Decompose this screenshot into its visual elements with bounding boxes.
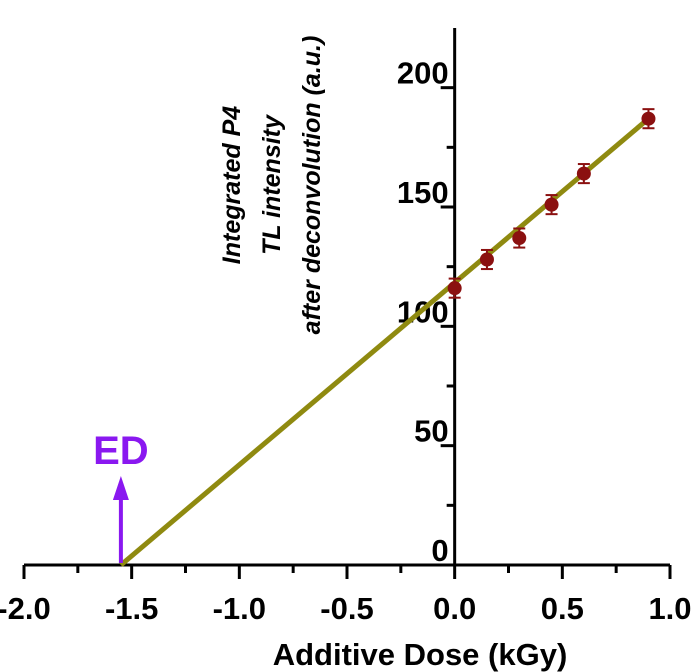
data-points: [447, 108, 656, 299]
data-marker: [447, 281, 462, 296]
ed-label: ED: [93, 429, 149, 473]
data-point: [641, 108, 656, 130]
data-point: [512, 227, 527, 249]
y-tick-label: 150: [397, 175, 449, 210]
x-tick-label: 1.0: [648, 591, 691, 626]
fit-line-group: [119, 116, 651, 567]
ed-annotation: ED: [93, 429, 149, 563]
data-point: [576, 163, 591, 185]
x-tick-label: -1.0: [213, 591, 266, 626]
y-tick-label: 50: [414, 414, 448, 449]
y-axis-label: Integrated P4 TL intensity after deconvo…: [218, 36, 326, 335]
x-tick-label: 0.5: [541, 591, 584, 626]
y-axis-label-line-2: TL intensity: [258, 114, 286, 255]
axis-labels: Additive Dose (kGy) Integrated P4 TL int…: [218, 36, 567, 672]
x-tick-label: -0.5: [320, 591, 373, 626]
data-marker: [641, 111, 656, 126]
x-axis-label: Additive Dose (kGy): [273, 637, 568, 672]
data-marker: [479, 252, 494, 267]
fit-line: [119, 116, 651, 567]
y-tick-label: 200: [397, 56, 449, 91]
data-marker: [544, 197, 559, 212]
x-tick-label: 0.0: [433, 591, 476, 626]
data-marker: [512, 231, 527, 246]
ed-arrow-head: [112, 476, 129, 500]
y-axis-label-line-1: Integrated P4: [218, 106, 246, 264]
data-point: [447, 277, 462, 299]
data-point: [544, 194, 559, 216]
y-tick-label: 0: [431, 533, 448, 568]
axes: -2.0-1.5-1.0-0.50.00.51.0050100150200: [0, 28, 692, 626]
data-point: [479, 248, 494, 271]
x-tick-label: -1.5: [105, 591, 158, 626]
x-tick-label: -2.0: [0, 591, 51, 626]
y-axis-label-line-3: after deconvolution (a.u.): [298, 36, 326, 335]
data-marker: [576, 166, 591, 181]
